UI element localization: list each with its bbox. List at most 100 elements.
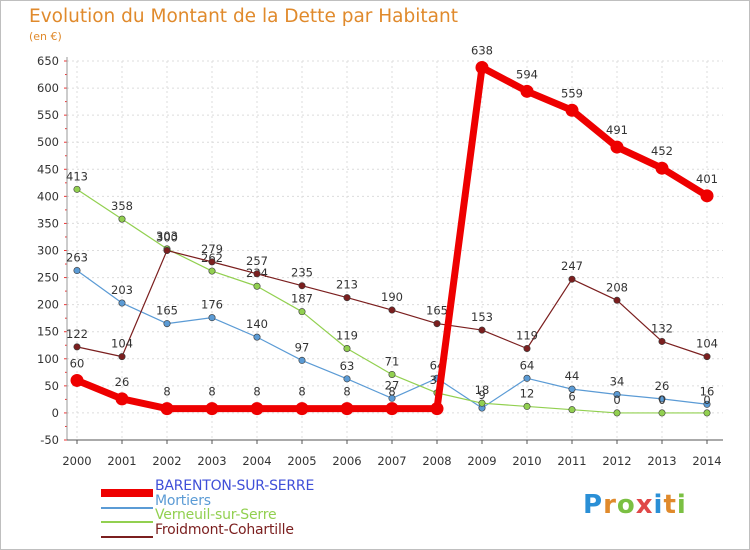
data-label: 208 bbox=[606, 280, 628, 294]
data-point bbox=[208, 258, 216, 266]
y-tick-label: 550 bbox=[37, 108, 59, 122]
data-point bbox=[253, 270, 261, 278]
data-point bbox=[388, 370, 396, 378]
x-tick-label: 2004 bbox=[242, 454, 271, 468]
data-label: 60 bbox=[70, 356, 85, 370]
x-tick-label: 2005 bbox=[287, 454, 316, 468]
data-point bbox=[478, 399, 486, 407]
y-tick-label: 400 bbox=[37, 189, 59, 203]
data-point bbox=[703, 400, 711, 408]
logo-letter: x bbox=[635, 490, 654, 520]
data-point bbox=[568, 406, 576, 414]
data-label: 140 bbox=[246, 317, 268, 331]
data-point bbox=[118, 353, 126, 361]
data-label: 165 bbox=[156, 304, 178, 318]
x-tick-label: 2000 bbox=[62, 454, 91, 468]
legend-swatch bbox=[101, 521, 153, 523]
y-tick-label: 500 bbox=[37, 135, 59, 149]
data-point bbox=[73, 185, 81, 193]
legend-item: Verneuil-sur-Serre bbox=[101, 507, 361, 530]
data-point bbox=[568, 385, 576, 393]
x-tick-label: 2006 bbox=[332, 454, 361, 468]
data-point bbox=[298, 356, 306, 364]
legend-item: BARENTON-SUR-SERRE bbox=[101, 478, 361, 501]
data-point bbox=[523, 402, 531, 410]
data-label: 176 bbox=[201, 298, 223, 312]
data-point bbox=[388, 306, 396, 314]
data-label: 165 bbox=[426, 304, 448, 318]
data-label: 8 bbox=[298, 385, 305, 399]
data-point bbox=[118, 299, 126, 307]
data-point bbox=[658, 409, 666, 417]
legend-label: Froidmont-Cohartille bbox=[155, 521, 294, 538]
data-point bbox=[343, 344, 351, 352]
x-tick-label: 2013 bbox=[647, 454, 676, 468]
data-point bbox=[160, 402, 174, 416]
legend-label: BARENTON-SUR-SERRE bbox=[155, 478, 315, 494]
data-label: 213 bbox=[336, 278, 358, 292]
y-tick-label: 600 bbox=[37, 81, 59, 95]
data-point bbox=[115, 392, 129, 406]
data-point bbox=[250, 402, 264, 416]
data-label: 26 bbox=[655, 379, 670, 393]
data-label: 8 bbox=[208, 385, 215, 399]
y-tick-label: -50 bbox=[40, 433, 59, 447]
data-point bbox=[655, 161, 669, 175]
series-froidmont-cohartille: 122 104 300 279 257 235 213 190 165 153 119 247 208 1… bbox=[66, 231, 718, 361]
data-label: 8 bbox=[253, 385, 260, 399]
data-label: 27 bbox=[385, 378, 400, 392]
data-label: 64 bbox=[520, 358, 535, 372]
data-label: 303 bbox=[156, 229, 178, 243]
data-label: 257 bbox=[246, 254, 268, 268]
data-label: 559 bbox=[561, 86, 583, 100]
legend-item: Froidmont-Cohartille bbox=[101, 522, 361, 545]
data-label: 0 bbox=[658, 393, 665, 407]
data-label: 300 bbox=[156, 231, 178, 245]
data-label: 594 bbox=[516, 67, 538, 81]
data-label: 279 bbox=[201, 242, 223, 256]
data-label: 104 bbox=[111, 337, 133, 351]
legend-label: Verneuil-sur-Serre bbox=[155, 507, 277, 523]
data-label: 71 bbox=[385, 354, 400, 368]
data-point bbox=[475, 60, 489, 74]
data-label: 262 bbox=[201, 251, 223, 265]
data-point bbox=[430, 402, 444, 416]
data-label: 8 bbox=[163, 385, 170, 399]
data-label: 97 bbox=[295, 340, 310, 354]
data-point bbox=[610, 140, 624, 154]
x-tick-label: 2007 bbox=[377, 454, 406, 468]
y-tick-label: 250 bbox=[37, 271, 59, 285]
data-label: 401 bbox=[696, 172, 718, 186]
data-point bbox=[73, 343, 81, 351]
legend-item: Mortiers bbox=[101, 493, 361, 516]
x-tick-label: 2009 bbox=[467, 454, 496, 468]
legend-swatch bbox=[101, 489, 153, 497]
x-tick-label: 2003 bbox=[197, 454, 226, 468]
data-point bbox=[388, 394, 396, 402]
data-point bbox=[658, 337, 666, 345]
data-label: 8 bbox=[388, 385, 395, 399]
chart-legend: BARENTON-SUR-SERRE Mortiers Verneuil-sur-S… bbox=[101, 478, 361, 545]
data-point bbox=[343, 375, 351, 383]
data-point bbox=[703, 409, 711, 417]
data-label: 0 bbox=[703, 393, 710, 407]
data-label: 18 bbox=[475, 383, 490, 397]
data-label: 8 bbox=[343, 385, 350, 399]
data-point bbox=[568, 275, 576, 283]
data-point bbox=[208, 314, 216, 322]
y-tick-label: 450 bbox=[37, 162, 59, 176]
y-tick-label: 650 bbox=[37, 54, 59, 68]
legend-label: Mortiers bbox=[155, 492, 211, 509]
y-tick-label: 350 bbox=[37, 216, 59, 230]
data-label: 0 bbox=[613, 393, 620, 407]
data-point bbox=[433, 320, 441, 328]
y-tick-label: 200 bbox=[37, 298, 59, 312]
data-label: 12 bbox=[520, 386, 535, 400]
data-label: 63 bbox=[340, 359, 355, 373]
logo-letter: t bbox=[663, 490, 677, 520]
y-tick-label: 50 bbox=[44, 379, 59, 393]
x-tick-label: 2010 bbox=[512, 454, 541, 468]
